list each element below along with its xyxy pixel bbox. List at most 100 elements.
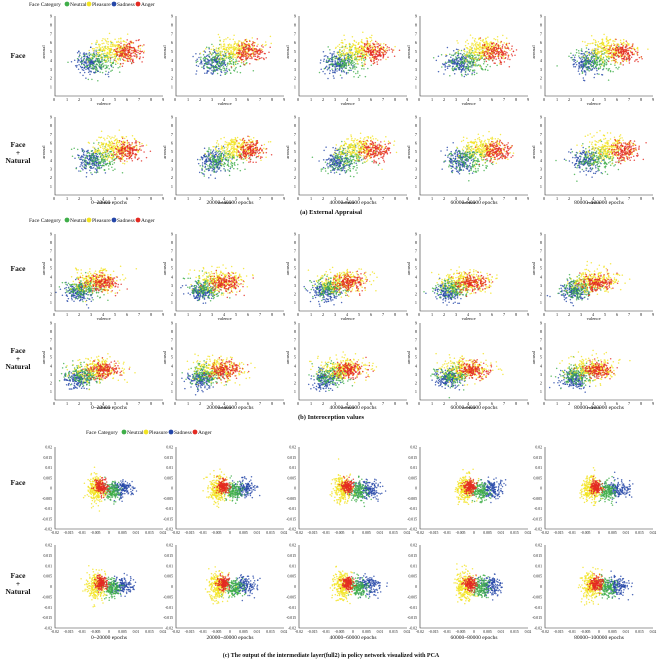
point-pleasure bbox=[107, 59, 109, 61]
point-pleasure bbox=[118, 41, 120, 43]
point-pleasure bbox=[203, 51, 205, 53]
point-anger bbox=[136, 56, 138, 58]
point-sadness bbox=[85, 53, 87, 55]
point-neutral bbox=[217, 63, 219, 65]
x-tick-label: 9 bbox=[162, 97, 164, 102]
point-pleasure bbox=[97, 50, 99, 52]
point-neutral bbox=[205, 62, 207, 64]
point-neutral bbox=[83, 59, 85, 61]
point-neutral bbox=[110, 70, 112, 72]
point-pleasure bbox=[233, 48, 235, 50]
point-neutral bbox=[206, 47, 208, 49]
point-sadness bbox=[227, 71, 229, 73]
row-label: Face bbox=[11, 478, 27, 487]
point-neutral bbox=[84, 54, 86, 56]
point-pleasure bbox=[107, 49, 109, 51]
point-pleasure bbox=[101, 43, 103, 45]
point-anger bbox=[143, 44, 145, 46]
point-sadness bbox=[195, 60, 197, 62]
point-pleasure bbox=[101, 53, 103, 55]
point-neutral bbox=[220, 64, 222, 66]
point-pleasure bbox=[270, 36, 272, 38]
point-pleasure bbox=[104, 57, 106, 59]
point-pleasure bbox=[92, 54, 94, 56]
point-pleasure bbox=[98, 44, 100, 46]
point-sadness bbox=[87, 56, 89, 58]
point-neutral bbox=[222, 67, 224, 69]
point-neutral bbox=[236, 60, 238, 62]
legend-label-anger: Anger bbox=[141, 2, 155, 8]
point-sadness bbox=[210, 65, 212, 67]
point-pleasure bbox=[100, 50, 102, 52]
point-sadness bbox=[82, 69, 84, 71]
point-pleasure bbox=[227, 44, 229, 46]
point-pleasure bbox=[88, 50, 90, 52]
point-sadness bbox=[195, 53, 197, 55]
point-sadness bbox=[89, 52, 91, 54]
point-pleasure bbox=[112, 54, 114, 56]
point-neutral bbox=[200, 59, 202, 61]
point-neutral bbox=[107, 65, 109, 67]
point-anger bbox=[125, 54, 127, 56]
point-pleasure bbox=[138, 47, 140, 49]
point-pleasure bbox=[109, 49, 111, 51]
point-neutral bbox=[228, 69, 230, 71]
point-pleasure bbox=[223, 39, 225, 41]
point-neutral bbox=[240, 65, 242, 67]
point-anger bbox=[121, 52, 123, 54]
x-tick-label: 7 bbox=[138, 97, 140, 102]
point-pleasure bbox=[233, 65, 235, 67]
point-sadness bbox=[224, 72, 226, 74]
point-sadness bbox=[89, 70, 91, 72]
point-pleasure bbox=[229, 58, 231, 60]
point-sadness bbox=[108, 71, 110, 73]
x-tick-label: 1 bbox=[66, 97, 68, 102]
point-sadness bbox=[79, 52, 81, 54]
point-sadness bbox=[86, 63, 88, 65]
point-pleasure bbox=[116, 45, 118, 47]
point-sadness bbox=[76, 65, 78, 67]
point-pleasure bbox=[219, 40, 221, 42]
legend-title: Face Category bbox=[29, 218, 61, 224]
point-sadness bbox=[77, 52, 79, 54]
point-pleasure bbox=[219, 50, 221, 52]
point-pleasure bbox=[104, 47, 106, 49]
point-neutral bbox=[96, 68, 98, 70]
y-tick-label: 2 bbox=[50, 76, 52, 81]
point-anger bbox=[120, 51, 122, 53]
point-sadness bbox=[206, 55, 208, 57]
point-sadness bbox=[71, 61, 73, 63]
point-pleasure bbox=[245, 63, 247, 65]
point-pleasure bbox=[118, 57, 120, 59]
point-pleasure bbox=[209, 51, 211, 53]
point-sadness bbox=[198, 65, 200, 67]
legend-label-pleasure: Pleasure bbox=[92, 218, 111, 224]
point-anger bbox=[119, 47, 121, 49]
point-anger bbox=[140, 53, 142, 55]
point-pleasure bbox=[106, 54, 108, 56]
point-neutral bbox=[203, 54, 205, 56]
point-anger bbox=[114, 49, 116, 51]
point-sadness bbox=[209, 63, 211, 65]
point-pleasure bbox=[97, 53, 99, 55]
point-neutral bbox=[231, 63, 233, 65]
point-sadness bbox=[90, 47, 92, 49]
point-sadness bbox=[83, 69, 85, 71]
point-neutral bbox=[215, 70, 217, 72]
point-neutral bbox=[110, 59, 112, 61]
point-sadness bbox=[79, 72, 81, 74]
point-neutral bbox=[211, 67, 213, 69]
point-pleasure bbox=[104, 52, 106, 54]
point-sadness bbox=[78, 60, 80, 62]
point-sadness bbox=[85, 69, 87, 71]
point-neutral bbox=[111, 64, 113, 66]
point-pleasure bbox=[100, 58, 102, 60]
point-pleasure bbox=[96, 55, 98, 57]
point-neutral bbox=[237, 63, 239, 65]
point-sadness bbox=[200, 60, 202, 62]
point-neutral bbox=[196, 62, 198, 64]
point-pleasure bbox=[223, 41, 225, 43]
point-pleasure bbox=[117, 58, 119, 60]
point-anger bbox=[133, 42, 135, 44]
point-pleasure bbox=[106, 57, 108, 59]
